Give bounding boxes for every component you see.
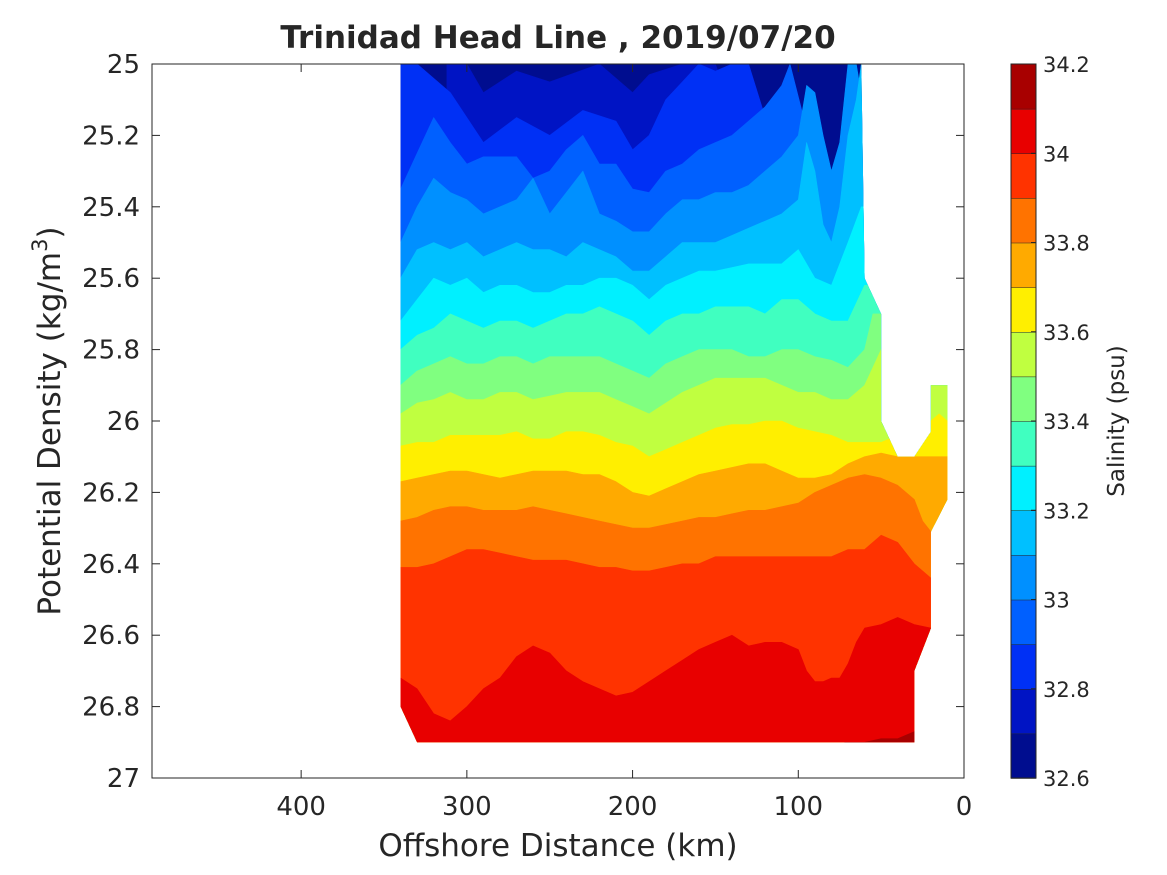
x-axis: 400 300 200 100 0 [276, 64, 972, 822]
colorbar-swatch [1010, 197, 1037, 244]
y-axis-label-main: Potential Density (kg/m [32, 252, 68, 616]
colorbar-tick-label: 33.4 [1043, 410, 1090, 434]
x-tick-label: 0 [956, 792, 973, 822]
colorbar-tick-label: 33.6 [1043, 321, 1090, 345]
y-tick-label: 26.2 [82, 478, 140, 508]
colorbar-swatch [1010, 153, 1037, 199]
y-tick-label: 25 [107, 50, 140, 80]
y-tick-label: 26.8 [82, 693, 140, 723]
y-tick-label: 26.4 [82, 550, 140, 580]
colorbar-swatch [1010, 510, 1037, 556]
x-tick-label: 400 [276, 792, 326, 822]
y-tick-label: 25.4 [82, 193, 140, 223]
colorbar [1010, 63, 1037, 779]
y-tick-label: 25.2 [82, 121, 140, 151]
x-tick-label: 300 [442, 792, 492, 822]
colorbar-swatch [1010, 465, 1037, 511]
colorbar-tick-label: 32.6 [1043, 767, 1090, 791]
colorbar-swatch [1010, 376, 1037, 422]
y-tick-label: 25.8 [82, 336, 140, 366]
y-tick-label: 26 [107, 407, 140, 437]
y-tick-label: 26.6 [82, 621, 140, 651]
colorbar-swatch [1010, 554, 1037, 601]
y-tick-label: 27 [107, 764, 140, 794]
colorbar-tick-label: 34 [1043, 142, 1070, 166]
colorbar-tick-label: 33.8 [1043, 232, 1090, 256]
colorbar-tick-label: 33.2 [1043, 499, 1090, 523]
colorbar-tick-label: 33 [1043, 589, 1070, 613]
colorbar-ticks: 32.6 32.8 33 33.2 33.4 33.6 33.8 34 34.2 [1031, 53, 1090, 791]
y-axis-label: Potential Density (kg/m3) [28, 226, 68, 615]
x-tick-label: 100 [773, 792, 823, 822]
salinity-band-34.1 [844, 731, 948, 743]
y-axis-label-close: ) [32, 226, 68, 238]
colorbar-swatch [1010, 108, 1037, 154]
colorbar-swatch [1010, 599, 1037, 645]
y-tick-label: 25.6 [82, 264, 140, 294]
colorbar-swatch [1010, 733, 1037, 779]
y-axis: 25 25.2 25.4 25.6 25.8 26 26.2 26.4 26.6 26.8 27 [82, 50, 964, 794]
x-tick-label: 200 [608, 792, 658, 822]
colorbar-tick-label: 32.8 [1043, 678, 1090, 702]
colorbar-tick-label: 34.2 [1043, 53, 1090, 77]
colorbar-swatch [1010, 63, 1037, 110]
colorbar-label: Salinity (psu) [1104, 345, 1130, 497]
colorbar-swatch [1010, 643, 1037, 690]
colorbar-swatch [1010, 688, 1037, 735]
x-axis-label: Offshore Distance (km) [378, 828, 737, 864]
colorbar-swatch [1010, 420, 1037, 467]
y-axis-label-superscript: 3 [28, 238, 52, 251]
colorbar-swatch [1010, 242, 1037, 288]
chart-title: Trinidad Head Line , 2019/07/20 [280, 20, 835, 56]
contour-fill [400, 64, 948, 743]
colorbar-swatch [1010, 286, 1037, 333]
colorbar-swatch [1010, 331, 1037, 378]
salinity-band-34 [400, 617, 948, 743]
